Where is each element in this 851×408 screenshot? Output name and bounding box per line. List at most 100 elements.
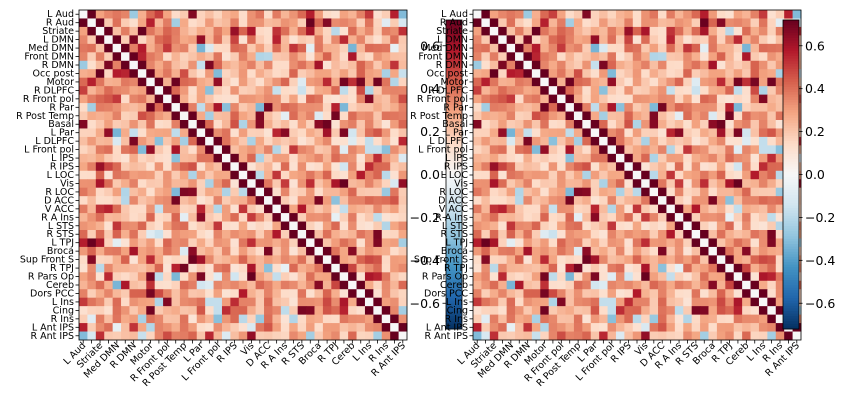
heatmap-cell (615, 52, 625, 62)
heatmap-cell (95, 10, 105, 19)
heatmap-cell (364, 136, 374, 146)
heatmap-cell (238, 69, 248, 79)
heatmap-cell (632, 272, 642, 282)
heatmap-cell (171, 26, 181, 36)
heatmap-cell (121, 43, 130, 53)
heatmap-cell (121, 120, 130, 129)
y-tick-label: L STS (48, 221, 74, 232)
colorbar-tick-label: 0.2 (805, 124, 825, 139)
heatmap-cell (112, 69, 122, 79)
heatmap-cell (221, 128, 231, 138)
heatmap-cell (523, 272, 533, 282)
heatmap-cell (624, 204, 634, 214)
heatmap-cell (498, 162, 508, 172)
heatmap-cell (573, 221, 583, 231)
heatmap-cell (314, 35, 324, 45)
heatmap-cell (767, 60, 777, 70)
heatmap-cell (742, 170, 751, 180)
y-tick-label: Med DMN (28, 43, 74, 54)
heatmap-cell (666, 153, 676, 163)
heatmap-cell (666, 263, 676, 273)
heatmap-cell (523, 94, 533, 104)
heatmap-cell (624, 263, 634, 273)
heatmap-cell (104, 18, 114, 28)
heatmap-cell (364, 103, 374, 112)
heatmap-cell (137, 52, 147, 62)
heatmap-cell (272, 289, 282, 299)
heatmap-cell (188, 145, 198, 155)
heatmap-cell (641, 230, 651, 239)
heatmap-cell (79, 331, 88, 341)
y-tick-label: R DLPFC (34, 85, 74, 96)
heatmap-cell (146, 128, 156, 138)
heatmap-cell (557, 230, 566, 239)
heatmap-cell (247, 255, 257, 265)
heatmap-cell (658, 272, 667, 282)
heatmap-cell (398, 170, 408, 180)
heatmap-cell (205, 297, 214, 307)
heatmap-cell (356, 86, 366, 96)
heatmap-cell (523, 221, 533, 231)
heatmap-cell (540, 128, 550, 138)
heatmap-cell (691, 280, 701, 290)
heatmap-cell (708, 331, 718, 341)
heatmap-cell (565, 280, 575, 290)
heatmap-cell (691, 162, 701, 172)
heatmap-cell (615, 26, 625, 36)
colorbar-segment (783, 84, 799, 88)
colorbar-segment (783, 30, 799, 34)
heatmap-cell (390, 196, 399, 206)
heatmap-cell (775, 306, 785, 316)
heatmap-cell (607, 43, 617, 53)
heatmap-cell (129, 43, 139, 53)
heatmap-cell (750, 272, 760, 282)
heatmap-cell (280, 170, 290, 180)
heatmap-cell (272, 136, 282, 146)
colorbar-segment (783, 210, 799, 214)
heatmap-cell (314, 179, 324, 189)
heatmap-cell (137, 60, 147, 70)
heatmap-cell (348, 94, 357, 104)
colorbar-segment (446, 92, 462, 96)
heatmap-cell (557, 26, 566, 36)
heatmap-cell (87, 238, 97, 248)
heatmap-cell (666, 272, 676, 282)
heatmap-cell (297, 10, 307, 19)
heatmap-cell (373, 94, 383, 104)
heatmap-cell (489, 145, 499, 155)
colorbar-segment (783, 207, 799, 211)
heatmap-cell (238, 314, 248, 324)
heatmap-cell (247, 153, 257, 163)
heatmap-cell (523, 187, 533, 197)
heatmap-cell (615, 145, 625, 155)
heatmap-cell (666, 26, 676, 36)
heatmap-cell (666, 145, 676, 155)
heatmap-cell (264, 187, 273, 197)
heatmap-cell (196, 111, 206, 121)
heatmap-cell (272, 272, 282, 282)
heatmap-cell (364, 94, 374, 104)
colorbar-segment (783, 179, 799, 183)
heatmap-cell (314, 103, 324, 112)
heatmap-cell (331, 120, 341, 129)
heatmap-cell (247, 60, 257, 70)
heatmap-cell (683, 69, 693, 79)
heatmap-cell (230, 136, 240, 146)
heatmap-cell (590, 272, 600, 282)
colorbar-segment (783, 115, 799, 119)
heatmap-cell (506, 213, 516, 222)
heatmap-cell (373, 162, 383, 172)
heatmap-cell (289, 204, 299, 214)
heatmap-cell (171, 221, 181, 231)
heatmap-cell (641, 204, 651, 214)
heatmap-cell (515, 187, 524, 197)
colorbar-segment (783, 310, 799, 314)
heatmap-cell (658, 77, 667, 87)
heatmap-cell (582, 323, 592, 332)
heatmap-cell (531, 272, 541, 282)
heatmap-cell (255, 272, 265, 282)
heatmap-cell (154, 26, 164, 36)
heatmap-cell (398, 35, 408, 45)
heatmap-cell (716, 18, 726, 28)
